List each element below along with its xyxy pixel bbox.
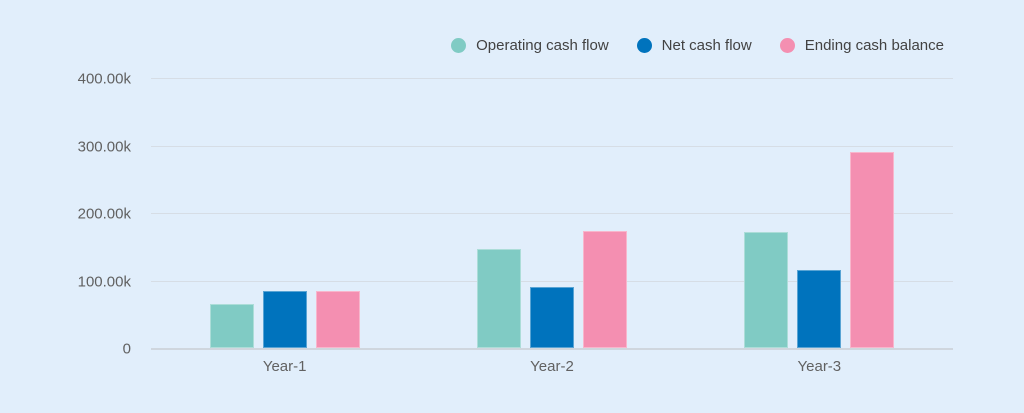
x-tick-label: Year-1: [262, 358, 307, 375]
bar-net-cash-flow-year-3[interactable]: [797, 269, 842, 348]
y-tick-label: 300.00k: [77, 138, 131, 155]
gridline: [151, 348, 953, 350]
chart-legend: Operating cash flow Net cash flow Ending c…: [451, 37, 944, 54]
y-tick-label: 0: [122, 340, 131, 358]
plot-area: [151, 78, 953, 350]
bar-operating-cash-flow-year-1[interactable]: [209, 304, 254, 348]
bar-net-cash-flow-year-2[interactable]: [530, 287, 574, 348]
bar-ending-cash-balance-year-1[interactable]: [315, 290, 360, 348]
gridline: [151, 213, 953, 214]
gridline: [151, 78, 953, 79]
bar-operating-cash-flow-year-2[interactable]: [477, 249, 521, 348]
x-tick-label: Year-2: [530, 358, 574, 375]
legend-swatch-icon: [636, 38, 652, 53]
legend-swatch-icon: [451, 38, 467, 53]
bar-net-cash-flow-year-1[interactable]: [262, 290, 307, 348]
legend-swatch-icon: [779, 38, 795, 53]
y-tick-label: 400.00k: [77, 70, 131, 88]
legend-label: Ending cash balance: [804, 37, 944, 54]
legend-label: Operating cash flow: [476, 37, 609, 54]
y-tick-label: 100.00k: [77, 273, 131, 290]
gridline: [151, 145, 953, 147]
y-tick-label: 200.00k: [77, 205, 131, 223]
gridline: [151, 280, 953, 282]
x-tick-label: Year-3: [797, 358, 842, 375]
bar-ending-cash-balance-year-3[interactable]: [850, 152, 895, 348]
bar-ending-cash-balance-year-2[interactable]: [583, 231, 627, 348]
bar-operating-cash-flow-year-3[interactable]: [744, 231, 789, 348]
legend-item-operating-cash-flow[interactable]: Operating cash flow: [451, 37, 609, 54]
legend-label: Net cash flow: [661, 37, 752, 54]
legend-item-ending-cash-balance[interactable]: Ending cash balance: [779, 37, 944, 54]
legend-item-net-cash-flow[interactable]: Net cash flow: [636, 37, 752, 54]
